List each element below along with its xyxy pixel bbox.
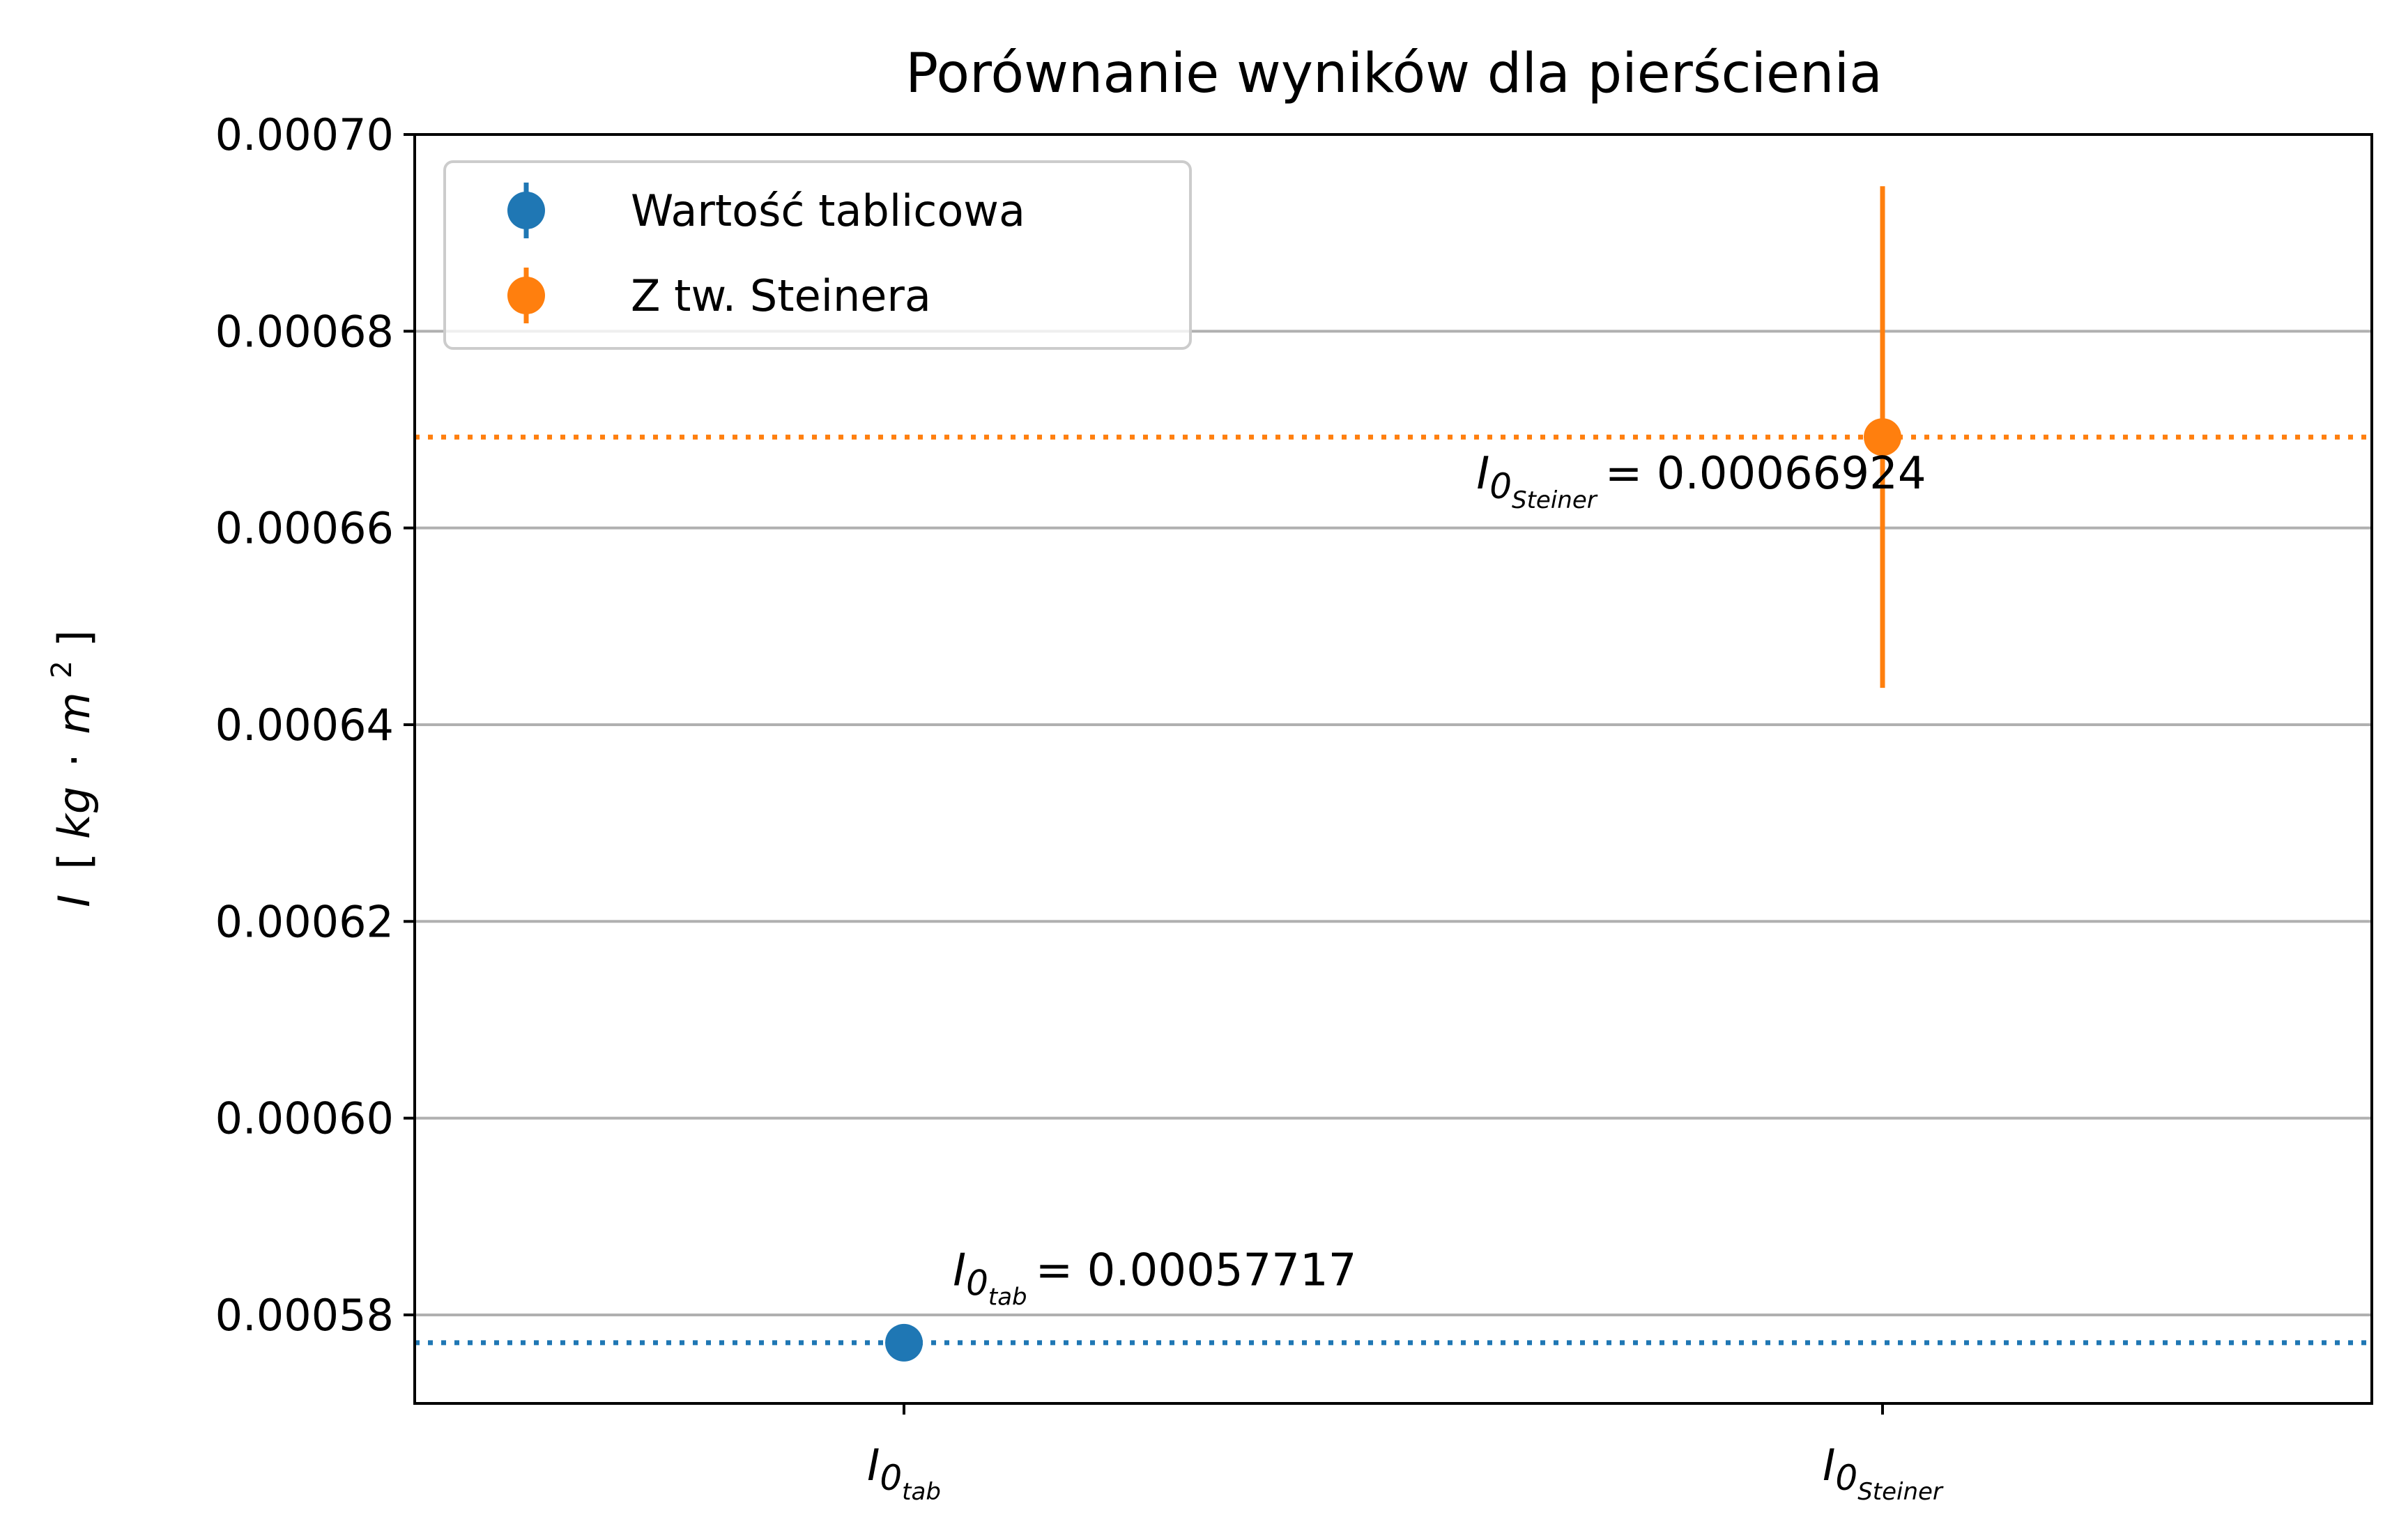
legend-marker xyxy=(507,277,545,314)
annotation-main: I xyxy=(953,1245,966,1297)
legend-label: Wartość tablicowa xyxy=(631,185,1025,236)
legend-box xyxy=(443,160,1192,350)
y-axis-label-unit-b: m xyxy=(49,692,100,734)
point-annotation: I0tab = 0.00057717 xyxy=(953,1245,1356,1311)
y-axis-label-exp: 2 xyxy=(46,661,78,678)
annotation-sub: 0 xyxy=(1489,466,1512,507)
legend-marker xyxy=(507,192,545,229)
y-axis-label-unit-a: kg xyxy=(49,787,100,839)
x-tick-label-main: I xyxy=(867,1440,880,1491)
chart-title: Porównanie wyników dla pierścienia xyxy=(905,43,1883,105)
reference-lines xyxy=(415,434,2372,1346)
data-point xyxy=(1864,418,1901,456)
x-tick-label-subsub: Steiner xyxy=(1857,1478,1944,1506)
plot-frame xyxy=(413,133,2373,1405)
y-tick-label: 0.00062 xyxy=(215,896,394,947)
data-point xyxy=(885,1323,923,1362)
x-tick-label-sub: 0 xyxy=(1835,1458,1857,1498)
y-tick-label: 0.00060 xyxy=(215,1093,394,1144)
y-axis-ticks: 0.00058 0.00060 0.00062 0.00064 0.00066 0.000… xyxy=(215,109,415,1341)
annotation-value: = 0.00057717 xyxy=(1036,1245,1357,1297)
annotation-subsub: tab xyxy=(988,1284,1027,1311)
annotation-subsub: Steiner xyxy=(1512,486,1598,514)
x-tick-label-main: I xyxy=(1823,1440,1835,1491)
x-tick-label: I0Steiner xyxy=(1823,1440,1944,1506)
series-layer xyxy=(885,186,1901,1362)
point-annotation: I0Steiner= 0.00066924 xyxy=(1476,448,1926,514)
y-axis-label-symbol: I xyxy=(49,895,100,907)
y-axis-label-dot: · xyxy=(49,753,100,767)
y-tick-label: 0.00068 xyxy=(215,306,394,357)
y-tick-label: 0.00058 xyxy=(215,1290,394,1341)
y-tick-label: 0.00070 xyxy=(215,109,394,160)
legend: Wartość tablicowa Z tw. Steinera xyxy=(443,160,1192,350)
annotation-main: I xyxy=(1476,448,1489,500)
x-tick-label: I0tab xyxy=(867,1440,941,1506)
legend-items: Wartość tablicowa Z tw. Steinera xyxy=(507,183,1025,323)
x-tick-label-subsub: tab xyxy=(902,1478,941,1506)
y-tick-label: 0.00064 xyxy=(215,700,394,750)
y-tick-label: 0.00066 xyxy=(215,503,394,554)
y-axis-label: I [ kg · m 2 ] xyxy=(31,630,100,907)
x-tick-label-sub: 0 xyxy=(880,1458,902,1498)
legend-label: Z tw. Steinera xyxy=(631,270,931,321)
y-axis-label-open: [ xyxy=(49,853,100,870)
annotation-value: = 0.00066924 xyxy=(1605,448,1926,500)
annotation-sub: 0 xyxy=(966,1263,988,1304)
y-axis-label-close: ] xyxy=(49,630,100,647)
